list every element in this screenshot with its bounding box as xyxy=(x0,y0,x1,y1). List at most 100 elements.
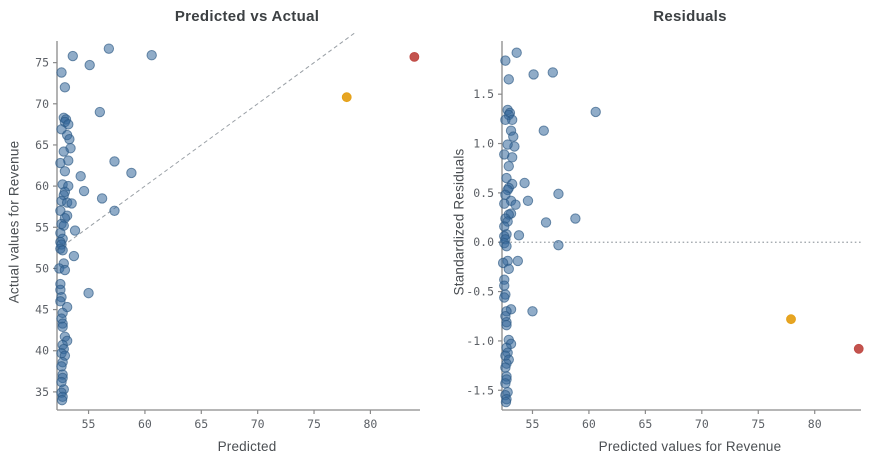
data-point xyxy=(500,289,511,300)
data-point xyxy=(54,263,65,274)
data-point xyxy=(57,307,68,319)
data-point xyxy=(58,189,69,201)
y-tick-label: 75 xyxy=(35,56,49,70)
data-point xyxy=(57,339,68,351)
data-point xyxy=(501,172,512,184)
data-point xyxy=(502,184,513,196)
data-point xyxy=(58,146,69,157)
data-point xyxy=(499,149,510,160)
x-tick-label: 80 xyxy=(363,417,377,431)
data-point xyxy=(84,59,95,71)
data-point xyxy=(64,133,75,145)
y-tick-label: -0.5 xyxy=(466,285,494,299)
chart-title-predicted-vs-actual: Predicted vs Actual xyxy=(174,8,320,25)
data-point xyxy=(94,106,106,118)
data-point xyxy=(55,278,66,290)
data-point xyxy=(503,182,514,194)
data-point xyxy=(505,208,517,219)
data-point xyxy=(55,243,66,254)
data-point xyxy=(126,167,137,179)
data-point xyxy=(500,114,511,126)
x-tick-label: 75 xyxy=(307,417,321,431)
data-point xyxy=(56,218,67,230)
y-tick-label: 50 xyxy=(35,261,49,275)
data-point xyxy=(505,304,517,315)
y-tick-label: 55 xyxy=(35,220,49,234)
data-point xyxy=(499,198,510,209)
data-point xyxy=(55,227,66,239)
data-point xyxy=(501,342,512,354)
data-point xyxy=(501,240,512,252)
x-tick-label: 60 xyxy=(582,417,596,431)
x-axis-label-predicted-values: Predicted values for Revenue xyxy=(598,439,782,454)
data-point xyxy=(57,179,68,190)
data-point xyxy=(59,166,71,177)
data-point xyxy=(56,376,67,388)
data-point xyxy=(570,213,581,224)
data-point xyxy=(59,264,71,276)
x-tick-label: 60 xyxy=(138,417,152,431)
data-point xyxy=(83,287,94,299)
data-point xyxy=(501,374,512,385)
data-point xyxy=(59,331,71,342)
data-point xyxy=(57,245,68,256)
data-point xyxy=(511,47,522,58)
data-point xyxy=(56,361,67,372)
data-point xyxy=(56,195,67,207)
data-point xyxy=(497,257,509,269)
data-point xyxy=(61,335,73,347)
data-point xyxy=(55,284,66,296)
data-point xyxy=(499,292,510,303)
outlier-red xyxy=(853,343,864,354)
y-axis-label-standardized-residuals: Standardized Residuals xyxy=(451,148,467,296)
chart-title-residuals: Residuals xyxy=(653,8,727,25)
data-point xyxy=(500,213,511,224)
y-tick-label: 65 xyxy=(35,138,49,152)
data-point xyxy=(61,301,73,313)
x-tick-label: 65 xyxy=(194,417,208,431)
y-tick-label: 0.5 xyxy=(473,186,494,200)
data-point xyxy=(500,389,511,401)
y-tick-label: 70 xyxy=(35,97,49,111)
data-point xyxy=(547,67,559,78)
y-tick-label: 40 xyxy=(35,344,49,358)
data-point xyxy=(57,391,68,403)
x-tick-label: 55 xyxy=(82,417,96,431)
y-tick-label: 35 xyxy=(35,385,49,399)
data-point xyxy=(502,216,513,227)
data-point xyxy=(63,155,74,166)
data-point xyxy=(500,378,511,389)
data-point xyxy=(63,180,74,192)
data-point xyxy=(69,225,81,236)
data-point xyxy=(553,188,564,200)
data-point xyxy=(509,141,520,152)
data-point xyxy=(503,161,514,172)
data-point xyxy=(506,152,518,163)
data-point xyxy=(109,205,120,216)
data-point xyxy=(61,129,73,141)
data-point xyxy=(59,186,71,198)
data-point xyxy=(58,112,69,123)
data-point xyxy=(57,369,68,380)
data-point xyxy=(506,178,518,190)
data-point xyxy=(508,131,519,142)
data-point xyxy=(68,250,80,262)
data-point xyxy=(58,258,69,269)
data-point xyxy=(57,372,68,384)
data-point xyxy=(59,350,71,361)
data-point xyxy=(505,338,517,350)
data-point xyxy=(59,82,71,93)
data-point xyxy=(501,229,512,240)
data-point xyxy=(503,263,514,275)
data-point xyxy=(499,238,510,249)
data-point xyxy=(527,306,538,317)
data-point xyxy=(513,230,525,241)
data-point xyxy=(58,220,69,231)
data-point xyxy=(553,239,564,251)
data-point xyxy=(501,393,512,405)
data-point xyxy=(65,143,76,154)
x-tick-label: 70 xyxy=(251,417,265,431)
data-point xyxy=(506,114,518,126)
